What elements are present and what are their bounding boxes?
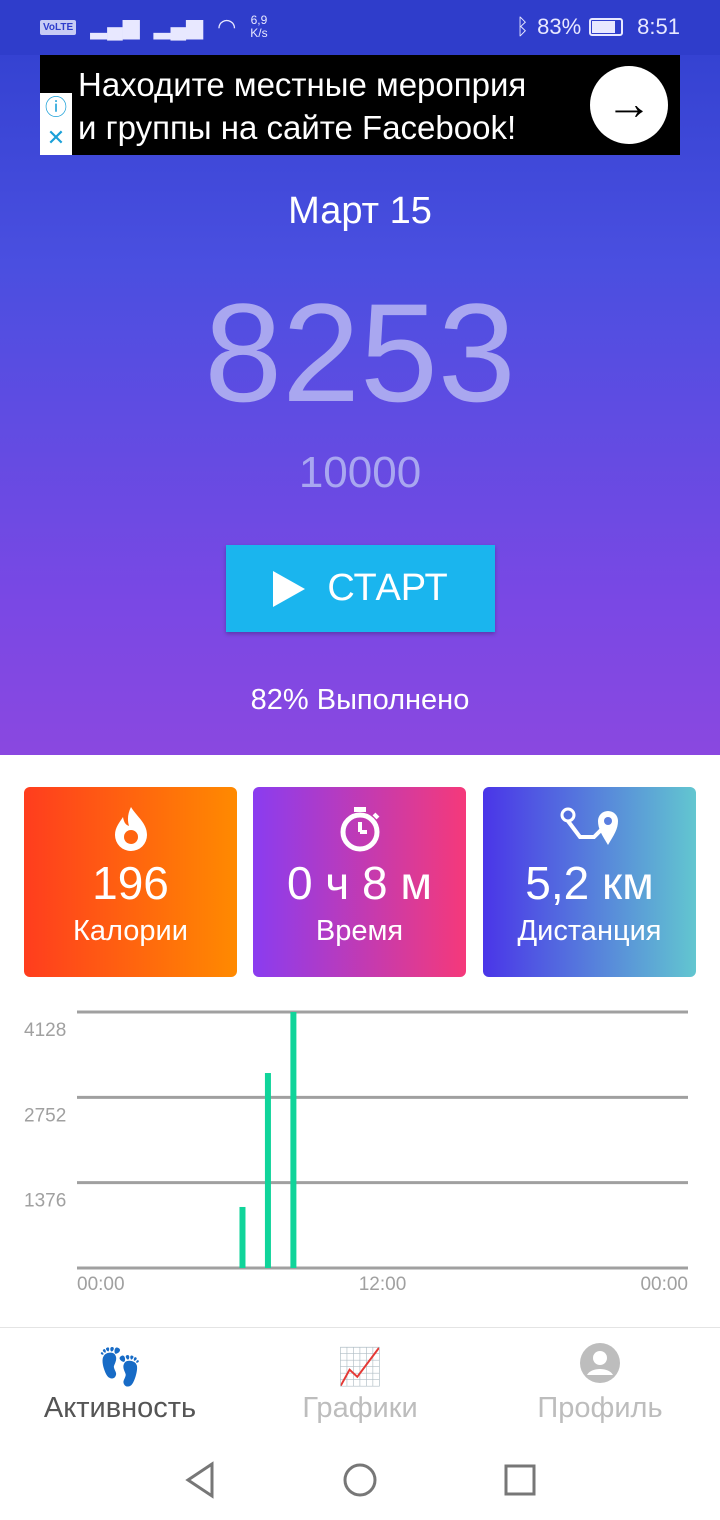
start-button[interactable]: СТАРТ: [226, 545, 495, 632]
info-icon[interactable]: ⓘ: [44, 95, 67, 120]
bar: [290, 1012, 297, 1268]
progress-text: 82% Выполнено: [250, 684, 470, 716]
recents-icon[interactable]: [504, 1464, 536, 1496]
steps-chart: 1376 2752 4128 00:00 12:00 00:00: [24, 1010, 688, 1295]
calories-card: 196 Калории: [24, 787, 237, 977]
nav-activity[interactable]: 👣 Активность: [0, 1342, 240, 1425]
battery-percent: 83%: [537, 14, 582, 39]
distance-label: Дистанция: [517, 915, 662, 947]
battery-icon: [589, 18, 624, 36]
net-speed: 6,9 K/s: [250, 14, 267, 40]
ad-text[interactable]: Находите местные мероприя и группы на сай…: [78, 63, 588, 149]
net-speed-value: 6,9: [250, 13, 268, 27]
y-tick-label: 4128: [24, 1020, 66, 1041]
signal-icon-2: ▂▄▆: [153, 14, 204, 39]
calories-value: 196: [92, 857, 169, 909]
y-tick-label: 2752: [24, 1105, 66, 1126]
home-icon[interactable]: [343, 1463, 377, 1497]
net-speed-unit: K/s: [250, 26, 268, 40]
bluetooth-icon: ᛒ: [515, 14, 530, 39]
bottom-nav: 👣 Активность 📈 Графики Профиль: [0, 1327, 720, 1437]
ad-text-line-1: Находите местные мероприя: [78, 66, 527, 103]
flame-icon: [24, 805, 237, 855]
close-icon[interactable]: ✕: [46, 125, 66, 150]
ad-banner[interactable]: Находите местные мероприя и группы на сай…: [40, 55, 680, 155]
arrow-right-icon[interactable]: →: [590, 66, 668, 144]
ad-text-line-2: и группы на сайте Facebook!: [78, 109, 517, 146]
time-value: 0 ч 8 м: [286, 857, 433, 909]
step-count: 8253: [204, 274, 516, 431]
calories-label: Калории: [73, 915, 188, 947]
chart-icon: 📈: [337, 1346, 383, 1387]
start-label: СТАРТ: [327, 567, 448, 609]
x-tick-label: 00:00: [640, 1274, 688, 1295]
nav-charts[interactable]: 📈 Графики: [240, 1342, 480, 1425]
nav-charts-label: Графики: [302, 1392, 418, 1424]
bar: [239, 1206, 246, 1268]
signal-icon: ▂▄▆: [90, 14, 140, 39]
nav-profile[interactable]: Профиль: [480, 1342, 720, 1425]
footsteps-icon: 👣: [97, 1346, 143, 1387]
bar: [264, 1073, 271, 1268]
time-label: Время: [315, 915, 404, 947]
route-icon: [483, 805, 696, 855]
profile-icon: [480, 1342, 720, 1392]
volte-icon: VoLTE: [40, 19, 77, 35]
nav-activity-label: Активность: [43, 1392, 197, 1424]
status-bar: VoLTE ▂▄▆ ▂▄▆ ◠ 6,9 K/s ᛒ 83% 8:51: [0, 0, 720, 55]
time-card: 0 ч 8 м Время: [253, 787, 466, 977]
distance-value: 5,2 км: [525, 857, 654, 909]
y-tick-label: 1376: [24, 1191, 66, 1212]
date-label: Март 15: [288, 190, 432, 232]
clock: 8:51: [637, 14, 680, 39]
x-tick-label: 12:00: [359, 1274, 407, 1295]
stopwatch-icon: [253, 805, 466, 855]
x-tick-label: 00:00: [77, 1274, 125, 1295]
step-goal: 10000: [298, 448, 422, 497]
ad-choices[interactable]: ⓘ ✕: [40, 93, 72, 155]
system-nav-bar: [185, 1461, 536, 1499]
play-icon: [273, 570, 306, 607]
distance-card: 5,2 км Дистанция: [483, 787, 696, 977]
wifi-icon: ◠: [217, 14, 237, 39]
back-icon[interactable]: [185, 1461, 214, 1499]
nav-profile-label: Профиль: [537, 1392, 663, 1424]
